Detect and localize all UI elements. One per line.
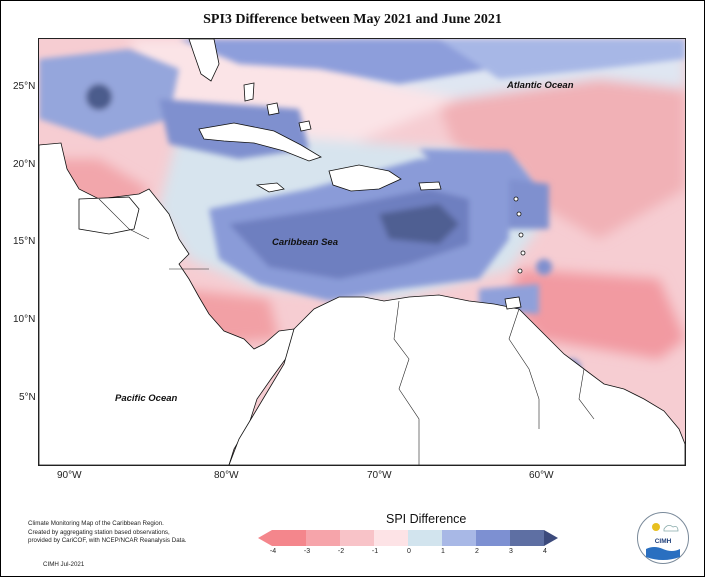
label-atlantic-ocean: Atlantic Ocean	[507, 80, 574, 91]
legend-colorbar	[258, 530, 558, 546]
spi-wet-fields	[39, 39, 685, 427]
credits-line-1: Climate Monitoring Map of the Caribbean …	[28, 520, 164, 527]
map-panel	[38, 38, 686, 466]
credits-line-3: provided by CariCOF, with NCEP/NCAR Rean…	[28, 537, 187, 545]
land-bahamas-3	[298, 120, 312, 132]
logo-text: CIMH	[655, 538, 672, 545]
darkblue-core-caribbean	[379, 204, 459, 244]
land-antilles-5	[517, 268, 523, 274]
lon-label-80w: 80°W	[214, 470, 239, 481]
country-borders	[98, 198, 595, 465]
land-bahamas-1	[243, 82, 255, 102]
border-venezuela-colombia	[393, 300, 420, 465]
legend-arrow-left	[258, 530, 272, 546]
map-svg	[39, 39, 685, 465]
legend-tick: -1	[371, 548, 379, 555]
red-zone-guiana	[509, 269, 685, 359]
land-puerto-rico	[418, 181, 442, 191]
cloud-icon	[663, 525, 679, 532]
red-zone-atlantic	[429, 69, 685, 239]
legend-title: SPI Difference	[386, 512, 467, 526]
land-antilles-3	[518, 232, 524, 238]
land-trinidad	[504, 296, 522, 310]
legend-swatch-7	[476, 530, 510, 546]
label-caribbean-sea: Caribbean Sea	[272, 237, 338, 248]
lat-label-20n: 20°N	[13, 159, 36, 170]
land-antilles-4	[520, 250, 526, 256]
land-hispaniola	[328, 164, 402, 192]
sun-icon	[652, 523, 660, 531]
legend-arrow-right	[544, 530, 558, 546]
blue-zone-atlantic-east	[439, 39, 685, 79]
darkblue-spot-gulf	[86, 84, 112, 110]
credits-stamp: CIMH Jul-2021	[43, 561, 85, 568]
land-jamaica	[255, 182, 285, 193]
border-mexico-guatemala	[98, 198, 150, 240]
cimh-logo: CIMH	[637, 512, 689, 564]
lat-label-25n: 25°N	[13, 81, 36, 92]
land-florida	[188, 39, 220, 82]
legend-swatch-2	[306, 530, 340, 546]
border-venezuela-guyana	[508, 308, 540, 429]
legend-tick: 2	[475, 548, 479, 555]
border-guyana-suriname	[578, 368, 595, 420]
lat-label-5n: 5°N	[19, 392, 36, 403]
land-antilles-2	[516, 211, 522, 217]
land-cuba	[198, 122, 322, 162]
blue-spot-martinique	[536, 259, 552, 275]
legend-tick: 1	[441, 548, 445, 555]
legend-swatch-4	[374, 530, 408, 546]
legend-tick: -2	[337, 548, 345, 555]
landmasses	[39, 39, 685, 465]
legend-swatch-5	[408, 530, 442, 546]
credits-block: Climate Monitoring Map of the Caribbean …	[28, 520, 228, 546]
land-antilles-1	[513, 196, 519, 202]
lon-label-60w: 60°W	[529, 470, 554, 481]
lon-label-70w: 70°W	[367, 470, 392, 481]
legend-tick: 4	[543, 548, 547, 555]
land-yucatan	[78, 196, 140, 235]
legend-swatch-1	[272, 530, 306, 546]
legend-tick: 3	[509, 548, 513, 555]
legend-swatch-8	[510, 530, 544, 546]
label-pacific-ocean: Pacific Ocean	[115, 393, 178, 404]
lon-label-90w: 90°W	[57, 470, 82, 481]
legend-tick: 0	[407, 548, 411, 555]
wave-icon	[646, 547, 680, 560]
cimh-logo-graphic: CIMH	[646, 523, 680, 560]
lat-label-15n: 15°N	[13, 236, 36, 247]
blue-zone-leewards	[509, 179, 549, 229]
legend-swatch-6	[442, 530, 476, 546]
lat-label-10n: 10°N	[13, 314, 36, 325]
map-title: SPI3 Difference between May 2021 and Jun…	[203, 12, 502, 27]
legend-swatch-3	[340, 530, 374, 546]
legend-tick: -4	[269, 548, 277, 555]
land-bahamas-2	[266, 102, 280, 116]
blue-zone-atlantic	[179, 39, 499, 84]
credits-line-2: Created by aggregating station based obs…	[28, 528, 170, 536]
legend-tick: -3	[303, 548, 311, 555]
